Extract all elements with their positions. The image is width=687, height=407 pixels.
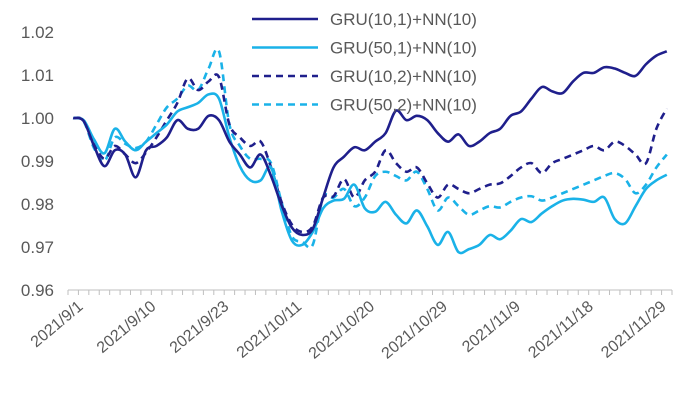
series-line-1 — [72, 50, 668, 237]
x-tick-label: 2021/11/18 — [525, 298, 596, 362]
legend-label-3: GRU(10,2)+NN(10) — [330, 67, 477, 86]
series-line-3 — [72, 73, 668, 234]
legend-label-2: GRU(50,1)+NN(10) — [330, 39, 477, 58]
y-tick-label: 0.97 — [21, 238, 54, 257]
y-tick-label: 1.02 — [21, 23, 54, 42]
x-tick-label: 2021/9/10 — [94, 298, 160, 357]
y-axis: 0.96 0.97 0.98 0.99 1.00 1.01 1.02 — [21, 23, 54, 300]
y-tick-label: 1.01 — [21, 66, 54, 85]
x-tick-label: 2021/10/11 — [234, 298, 305, 362]
x-tick-label: 2021/9/23 — [167, 298, 233, 357]
legend: GRU(10,1)+NN(10) GRU(50,1)+NN(10) GRU(10,2… — [252, 10, 477, 115]
legend-label-4: GRU(50,2)+NN(10) — [330, 96, 477, 115]
series-line-2 — [72, 92, 668, 255]
x-tick-label: 2021/10/29 — [379, 298, 451, 363]
series-layer — [72, 47, 668, 255]
x-axis: 2021/9/1 2021/9/10 2021/9/23 2021/10/11 2021… — [28, 289, 673, 363]
x-tick-label: 2021/11/29 — [598, 298, 669, 362]
legend-label-1: GRU(10,1)+NN(10) — [330, 10, 477, 29]
y-tick-label: 1.00 — [21, 109, 54, 128]
series-line-4 — [72, 47, 668, 249]
x-tick-label: 2021/11/9 — [459, 298, 524, 356]
y-tick-label: 0.98 — [21, 195, 54, 214]
y-tick-label: 0.99 — [21, 152, 54, 171]
x-tick-label: 2021/9/1 — [28, 298, 87, 351]
x-tick-label: 2021/10/20 — [306, 298, 378, 363]
y-tick-label: 0.96 — [21, 281, 54, 300]
